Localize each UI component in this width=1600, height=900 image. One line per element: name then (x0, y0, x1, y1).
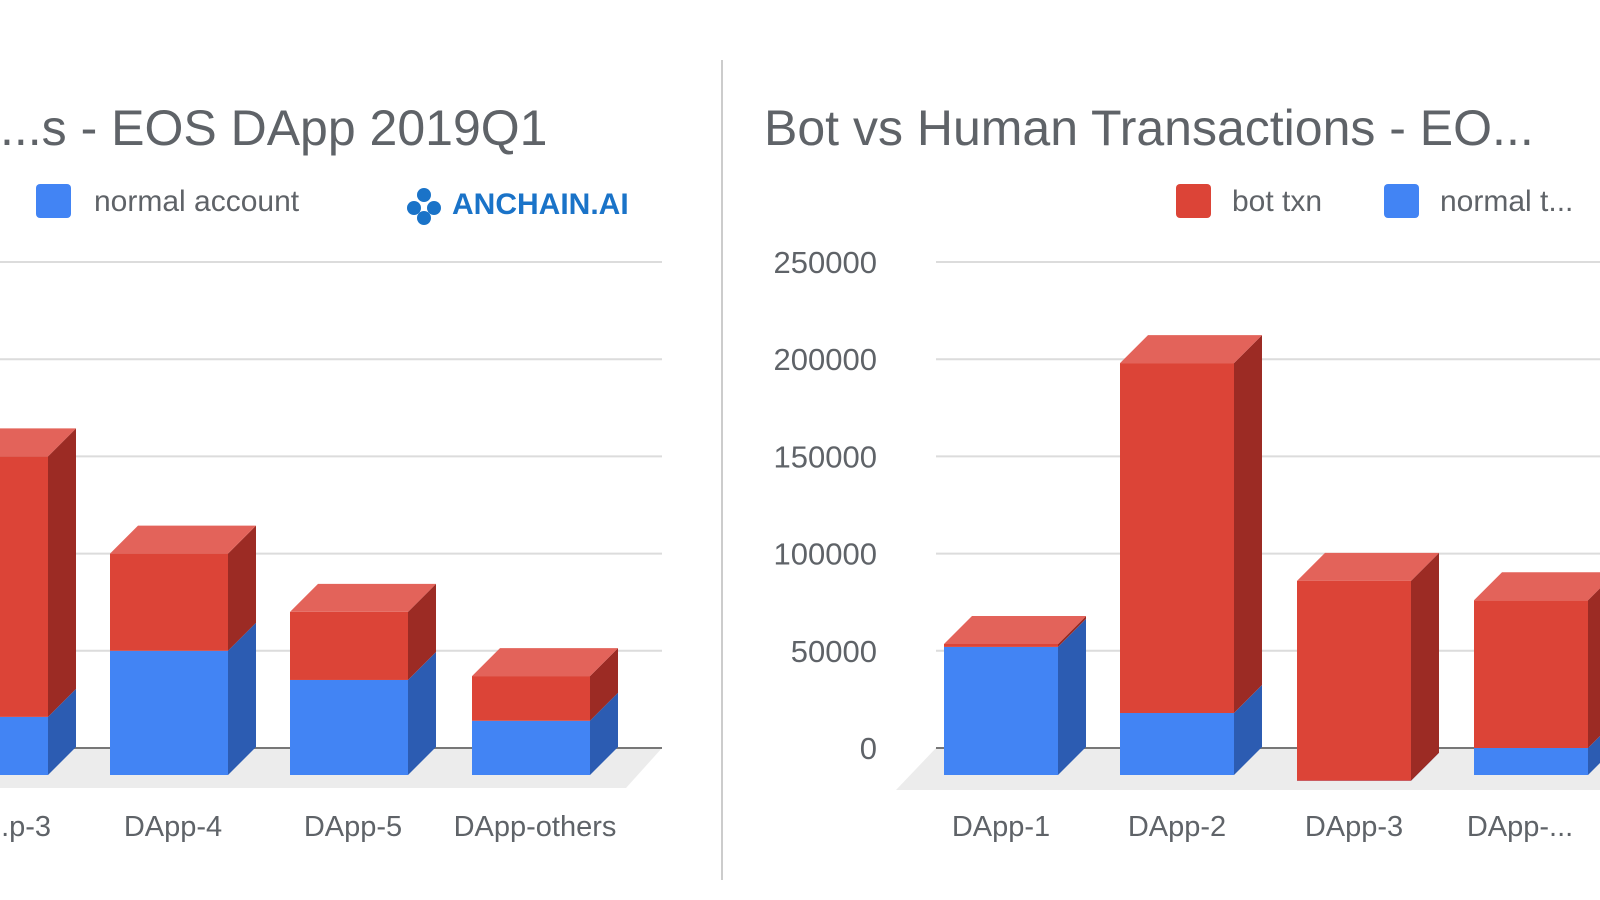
legend-label-normal: normal account (94, 185, 300, 218)
logo-dot (417, 188, 431, 202)
bar-bot-1 (1120, 363, 1234, 714)
bar-bot-1-top (110, 525, 256, 554)
bar-bot-0-top (944, 615, 1086, 644)
logo-text: ANCHAIN.AI (452, 188, 629, 221)
chart-title: ...s - EOS DApp 2019Q1 (0, 100, 548, 156)
y-tick-label: 100000 (774, 537, 877, 572)
bar-bot-0 (0, 456, 48, 717)
bar-normal-3-side (590, 692, 618, 775)
legend-swatch-normal (36, 184, 71, 218)
bar-bot-0-side (48, 428, 76, 717)
logo-dot (407, 201, 421, 215)
logo-dot (427, 201, 441, 215)
bar-bot-2 (290, 611, 408, 680)
bar-normal-0-side (48, 688, 76, 775)
y-tick-label: 250000 (774, 245, 877, 280)
bar-normal-0 (944, 646, 1058, 775)
bar-bot-1-side (1234, 335, 1262, 714)
chart-title: Bot vs Human Transactions - EO... (764, 100, 1534, 156)
bar-normal-1-side (228, 622, 256, 775)
logo-dot (417, 211, 431, 225)
x-tick-label: DApp-1 (952, 811, 1050, 843)
bar-bot-3-side (590, 648, 618, 721)
bar-bot-1-side (228, 525, 256, 651)
legend-swatch-bot (1176, 184, 1211, 218)
bar-normal-3 (472, 720, 590, 775)
x-tick-label: DApp-others (454, 811, 617, 843)
bar-bot-3 (472, 676, 590, 721)
y-tick-label: 150000 (774, 439, 877, 474)
legend-label-normal: normal t... (1440, 185, 1573, 218)
right-chart: Bot vs Human Transactions - EO... bot txn… (764, 100, 1600, 843)
legend-swatch-normal (1384, 184, 1419, 218)
bar-normal-3-side (1588, 736, 1600, 775)
y-tick-label: 0 (860, 731, 877, 766)
x-tick-label: DApp-4 (124, 811, 222, 843)
bar-normal-1 (1120, 713, 1234, 775)
bar-bot-0 (944, 643, 1058, 647)
legend-label-bot: bot txn (1232, 185, 1322, 218)
bar-normal-0-side (1058, 618, 1086, 775)
bar-normal-1 (110, 650, 228, 775)
bar-bot-1-top (1120, 335, 1262, 364)
anchain-logo-icon (407, 188, 441, 225)
bar-bot-0-top (0, 428, 76, 457)
bar-bot-2-top (1297, 552, 1439, 581)
x-tick-label: ...p-3 (0, 811, 51, 843)
y-tick-label: 200000 (774, 342, 877, 377)
x-tick-label: DApp-5 (304, 811, 402, 843)
bar-normal-0 (0, 716, 48, 775)
bar-normal-2-side (408, 651, 436, 775)
bar-bot-2-side (408, 583, 436, 680)
bar-bot-2-side (1411, 552, 1439, 781)
bar-bot-2 (1297, 580, 1411, 781)
left-chart: ...s - EOS DApp 2019Q1 normal account ANCH… (0, 100, 662, 843)
x-tick-label: DApp-2 (1128, 811, 1226, 843)
bar-bot-3-side (1588, 588, 1600, 748)
bar-bot-0-side (1058, 615, 1086, 647)
bar-bot-1 (110, 553, 228, 651)
bar-bot-3-top (1474, 572, 1600, 601)
x-tick-label: DApp-3 (1305, 811, 1403, 843)
bar-normal-1-side (1234, 685, 1262, 775)
bar-normal-3 (1474, 748, 1588, 775)
anchain-logo: ANCHAIN.AI (407, 188, 629, 225)
x-tick-label: DApp-... (1467, 811, 1573, 843)
y-tick-label: 50000 (791, 634, 877, 669)
bar-normal-2 (290, 679, 408, 775)
bar-bot-3 (1474, 600, 1588, 748)
bar-bot-2-top (290, 583, 436, 612)
bar-bot-3-top (472, 648, 618, 677)
